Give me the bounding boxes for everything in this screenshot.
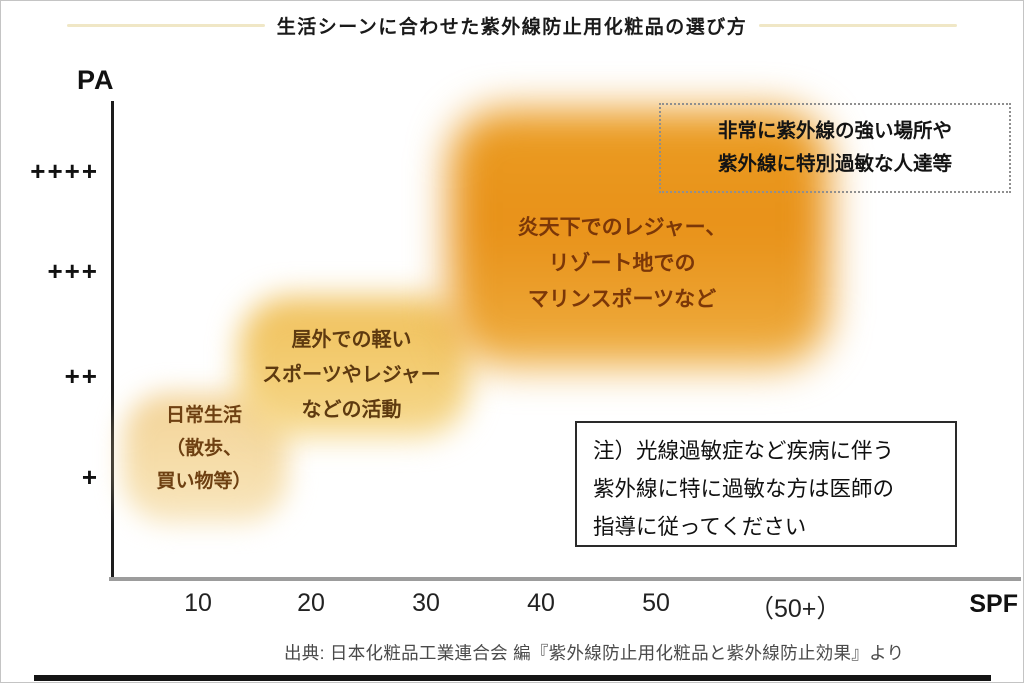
y-tick-pa1: + xyxy=(81,462,99,492)
region-light-outdoor-blob xyxy=(239,297,469,437)
x-axis-label: SPF xyxy=(969,590,1018,618)
very-strong-uv-callout-box: 非常に紫外線の強い場所や 紫外線に特別過敏な人達等 xyxy=(659,103,1011,193)
x-axis-line xyxy=(109,577,1021,581)
callout-line: 非常に紫外線の強い場所や xyxy=(717,120,952,142)
x-tick-50: 50 xyxy=(642,589,670,617)
note-line: 指導に従ってください xyxy=(593,515,807,539)
y-tick-pa2: ++ xyxy=(64,361,99,391)
region-label-line: スポーツやレジャー xyxy=(262,364,441,386)
region-blazing-sun-blob xyxy=(449,109,829,367)
title-decorative-line-left xyxy=(66,24,265,27)
title-decorative-line-right xyxy=(759,24,958,27)
x-tick-30: 30 xyxy=(412,589,440,617)
x-tick-40: 40 xyxy=(527,589,555,617)
y-tick-pa4: ++++ xyxy=(30,156,99,186)
region-label-line: 日常生活 xyxy=(165,405,242,426)
region-daily-life-label: 日常生活 （散歩、 買い物等） xyxy=(119,399,289,498)
source-citation: 出典: 日本化粧品工業連合会 編『紫外線防止用化粧品と紫外線防止効果』より xyxy=(284,643,905,663)
medical-note-box: 注）光線過敏症など疾病に伴う 紫外線に特に過敏な方は医師の 指導に従ってください xyxy=(575,421,957,547)
bottom-divider-bar xyxy=(34,675,991,681)
region-label-line: 屋外での軽い xyxy=(291,329,412,351)
y-axis-label: PA xyxy=(77,65,115,95)
note-line: 注）光線過敏症など疾病に伴う xyxy=(593,439,895,463)
y-axis-line xyxy=(111,101,114,579)
region-label-line: （散歩、 xyxy=(165,438,242,459)
region-label-line: などの活動 xyxy=(301,399,402,421)
callout-line: 紫外線に特別過敏な人達等 xyxy=(717,153,952,175)
region-label-line: 買い物等） xyxy=(156,471,252,492)
title-row: 生活シーンに合わせた紫外線防止用化粧品の選び方 xyxy=(1,12,1023,39)
x-tick-20: 20 xyxy=(297,589,325,617)
region-label-line: リゾート地での xyxy=(548,252,696,275)
region-label-line: マリンスポーツなど xyxy=(527,288,717,311)
x-tick-50plus: （50+） xyxy=(749,595,842,623)
note-line: 紫外線に特に過敏な方は医師の xyxy=(593,477,895,501)
x-tick-10: 10 xyxy=(184,589,212,617)
region-label-line: 炎天下でのレジャー、 xyxy=(517,216,727,239)
region-light-outdoor-label: 屋外での軽い スポーツやレジャー などの活動 xyxy=(219,323,484,428)
page-title: 生活シーンに合わせた紫外線防止用化粧品の選び方 xyxy=(276,17,748,38)
y-tick-pa3: +++ xyxy=(47,256,99,286)
region-blazing-sun-label: 炎天下でのレジャー、 リゾート地での マリンスポーツなど xyxy=(459,210,785,318)
